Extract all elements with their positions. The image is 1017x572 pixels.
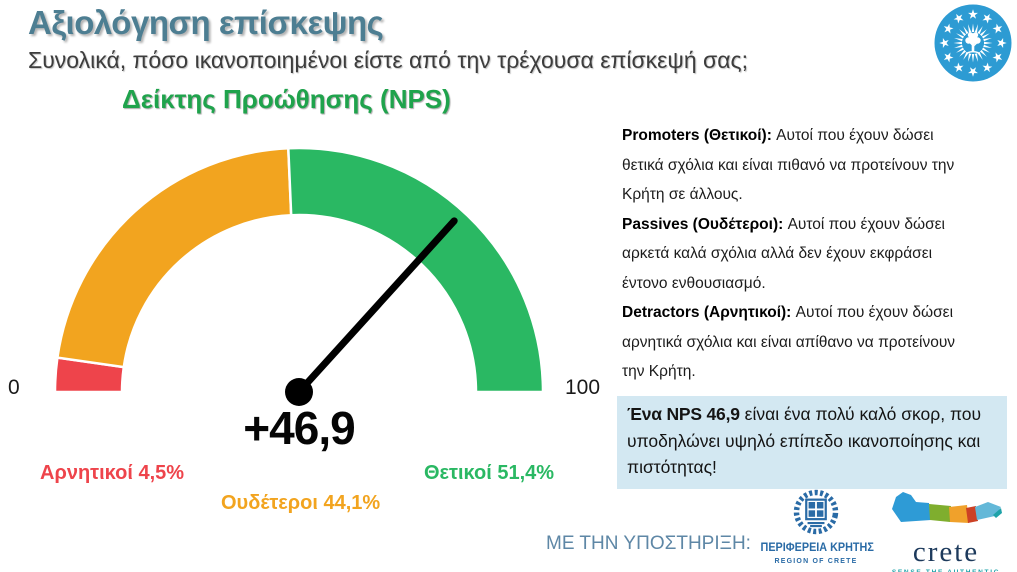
gauge-min-label: 0 xyxy=(8,376,20,399)
gauge-max-label: 100 xyxy=(565,376,601,399)
gauge-needle-pivot xyxy=(285,378,313,406)
gauge-segment xyxy=(55,146,293,369)
gauge-segment xyxy=(286,146,545,394)
crete-brand-logo: crete SENSE THE AUTHENTIC xyxy=(886,489,1006,572)
laurel-wreath-emblem-icon xyxy=(793,489,839,535)
page-subtitle: Συνολικά, πόσο ικανοποιημένοι είστε από … xyxy=(28,47,748,73)
support-label: ΜΕ ΤΗΝ ΥΠΟΣΤΗΡΙΞΗ: xyxy=(546,533,751,554)
chart-title: Δείκτης Προώθησης (NPS) xyxy=(122,84,451,114)
region-of-crete-logo: ΠΕΡΙΦΕΡΕΙΑ ΚΡΗΤΗΣ REGION OF CRETE xyxy=(757,486,875,565)
segment-label-negatives: Αρνητικοί 4,5% xyxy=(40,462,185,484)
explanation-promoters: Promoters (Θετικοί): Αυτοί που έχουν δώσ… xyxy=(622,121,978,210)
page-title: Αξιολόγηση επίσκεψης xyxy=(28,4,384,41)
tree-icon xyxy=(965,32,981,54)
tree-stars-logo xyxy=(934,4,1012,82)
explanation-detractors: Detractors (Αρνητικοί): Αυτοί που έχουν … xyxy=(622,298,978,387)
explanation-term-passives: Passives (Ουδέτεροι): xyxy=(622,215,784,233)
note-text: είναι ένα πολύ καλό σκορ, που υποδηλώνει… xyxy=(627,404,982,477)
region-logo-name: ΠΕΡΙΦΕΡΕΙΑ ΚΡΗΤΗΣ xyxy=(760,542,874,554)
nps-score-note: Ένα NPS 46,9 είναι ένα πολύ καλό σκορ, π… xyxy=(617,396,1007,489)
nps-gauge xyxy=(53,146,545,406)
explanation-term-detractors: Detractors (Αρνητικοί): xyxy=(622,304,792,321)
region-logo-subname: REGION OF CRETE xyxy=(774,557,858,565)
nps-explanations: Promoters (Θετικοί): Αυτοί που έχουν δώσ… xyxy=(622,121,978,387)
explanation-text-promoters: Αυτοί που έχουν δώσει θετικά σχόλια και … xyxy=(622,127,955,203)
explanation-text-detractors: Αυτοί που έχουν δώσει αρνητικά σχόλια κα… xyxy=(622,304,956,380)
explanation-text-passives: Αυτοί που έχουν δώσει αρκετά καλά σχόλια… xyxy=(622,215,945,292)
explanation-term-promoters: Promoters (Θετικοί): xyxy=(622,127,772,144)
crete-logo-word: crete xyxy=(912,536,980,568)
note-lead: Ένα NPS 46,9 xyxy=(627,404,740,424)
gauge-needle xyxy=(295,217,458,396)
gauge-value: +46,9 xyxy=(243,402,355,454)
crete-island-icon xyxy=(891,492,1002,523)
segment-label-neutrals: Ουδέτεροι 44,1% xyxy=(221,492,381,514)
crete-logo-tagline: SENSE THE AUTHENTIC xyxy=(886,569,1006,572)
explanation-passives: Passives (Ουδέτεροι): Αυτοί που έχουν δώ… xyxy=(622,210,978,299)
segment-label-positives: Θετικοί 51,4% xyxy=(424,462,555,484)
